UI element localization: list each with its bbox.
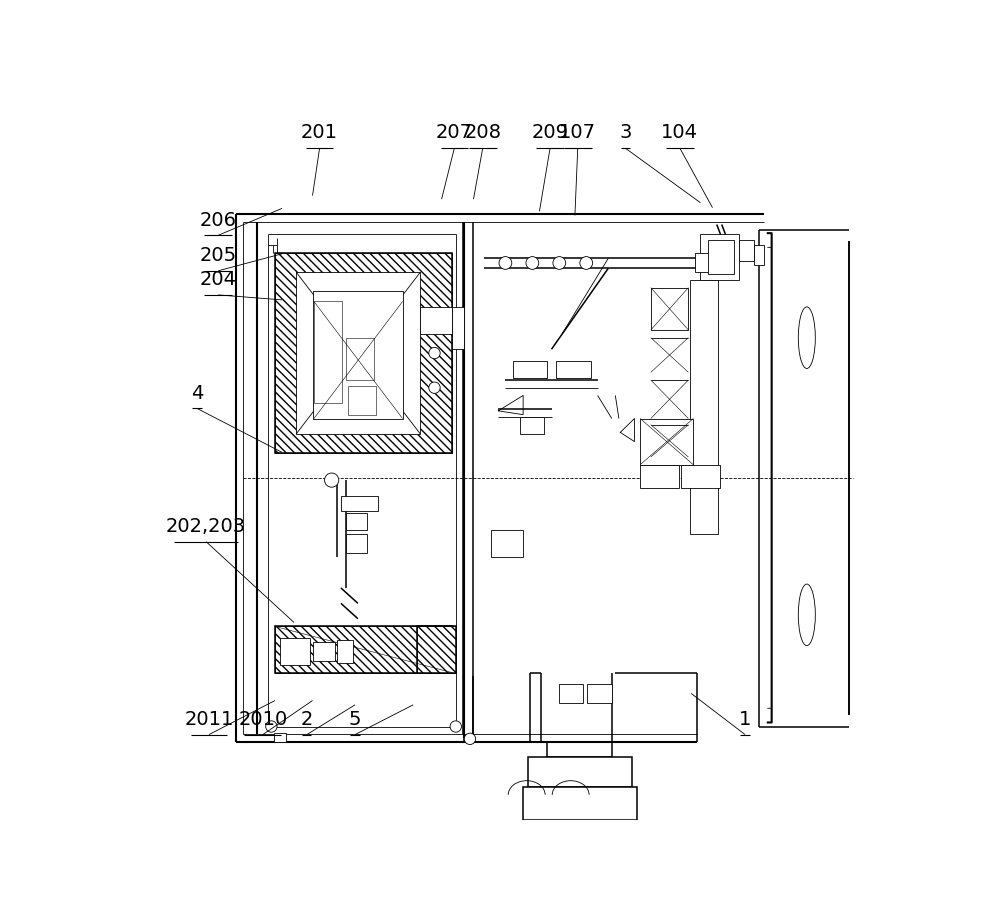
Circle shape [553,257,566,269]
Circle shape [325,473,339,487]
Bar [556,361,591,379]
Bar [695,253,718,273]
Text: 5: 5 [349,710,361,729]
Text: 104: 104 [661,123,698,143]
Bar [559,684,583,704]
Circle shape [450,721,461,732]
Text: 2: 2 [301,710,313,729]
Text: 206: 206 [200,211,237,229]
Bar [520,417,544,434]
Bar [739,239,754,261]
Bar [491,530,523,557]
Text: 2010: 2010 [238,710,287,729]
Circle shape [429,347,440,359]
Bar [346,513,367,530]
Bar [640,418,693,465]
Bar [296,273,420,434]
Bar [690,280,718,534]
Circle shape [266,721,277,732]
Bar [651,287,688,330]
Text: 208: 208 [464,123,501,143]
Bar [274,733,286,742]
Bar [708,239,734,274]
Bar [275,626,452,672]
Text: 3: 3 [619,123,631,143]
Text: 207: 207 [436,123,473,143]
Bar [313,642,335,661]
Ellipse shape [798,584,815,646]
Circle shape [580,257,593,269]
Bar [420,307,452,333]
Text: 4: 4 [191,384,203,402]
Bar [417,626,456,672]
Bar [280,638,310,665]
Bar [275,253,452,453]
Bar [754,245,764,264]
Bar [314,301,342,403]
Bar [275,626,452,672]
Bar [348,386,376,414]
Bar [346,338,374,380]
Bar [528,757,632,787]
Bar [700,234,739,280]
Text: 201: 201 [301,123,338,143]
Bar [346,534,367,554]
Bar [313,291,403,418]
Bar [337,640,353,663]
Text: 205: 205 [200,246,237,265]
Text: 2011: 2011 [184,710,234,729]
Bar [512,361,547,379]
Bar [417,626,456,672]
Text: 1: 1 [739,710,751,729]
Bar [681,465,720,488]
Bar [640,465,679,488]
Bar [452,307,464,349]
Text: 107: 107 [559,123,596,143]
Text: 209: 209 [532,123,569,143]
Circle shape [429,382,440,393]
Bar [587,684,612,704]
Bar [275,253,452,453]
Circle shape [499,257,512,269]
Ellipse shape [798,307,815,368]
Circle shape [464,733,476,744]
Text: 202,203: 202,203 [166,517,246,536]
Circle shape [526,257,539,269]
Bar [341,495,378,511]
Text: 204: 204 [200,270,237,289]
Bar [523,787,637,820]
